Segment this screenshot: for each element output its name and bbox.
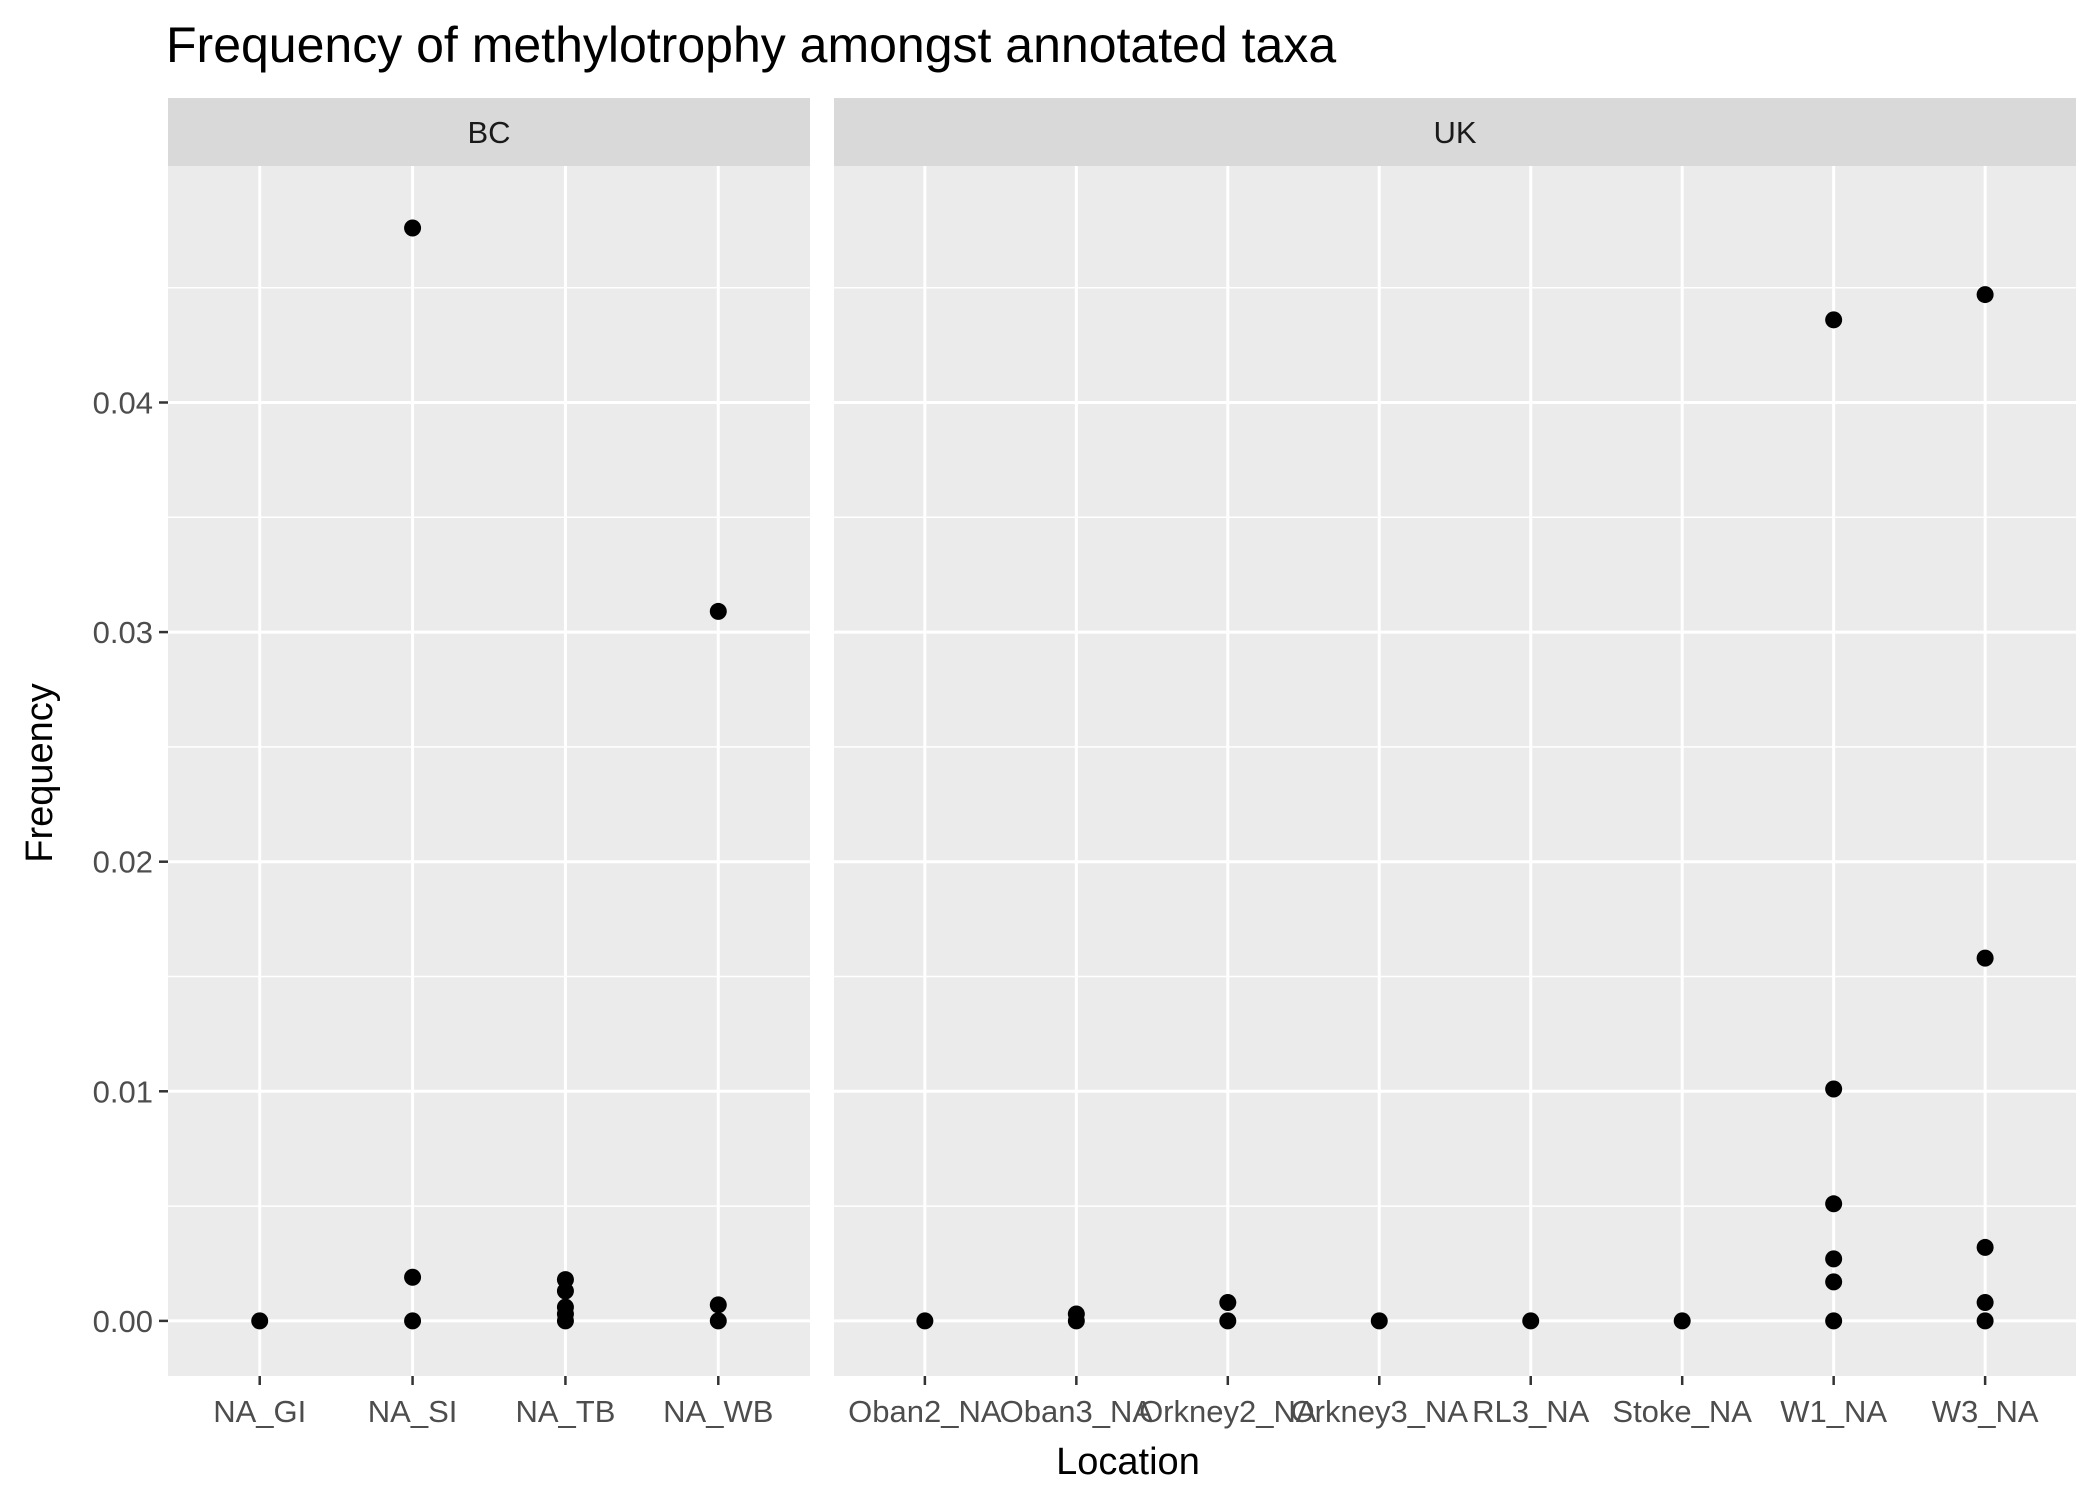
- data-point: [1976, 1238, 1994, 1256]
- y-tick-label: 0.01: [93, 1074, 153, 1109]
- x-tick-label: RL3_NA: [1472, 1394, 1589, 1429]
- data-point: [916, 1312, 934, 1330]
- x-tick-label: W3_NA: [1932, 1394, 2039, 1429]
- data-point: [1825, 1080, 1843, 1098]
- facet-strip-label: UK: [1433, 115, 1476, 150]
- data-point: [1825, 1273, 1843, 1291]
- data-point: [404, 1268, 422, 1286]
- x-tick-label: Stoke_NA: [1612, 1394, 1752, 1429]
- data-point: [404, 1312, 422, 1330]
- data-point: [1825, 1195, 1843, 1213]
- panel-background: [168, 166, 810, 1376]
- data-point: [1825, 1312, 1843, 1330]
- data-point: [1976, 286, 1994, 304]
- data-point: [1976, 949, 1994, 967]
- panel-background: [834, 166, 2076, 1376]
- data-point: [251, 1312, 269, 1330]
- y-tick-label: 0.03: [93, 615, 153, 650]
- data-point: [1825, 311, 1843, 329]
- data-point: [1673, 1312, 1691, 1330]
- x-tick-label: Orkney2_NA: [1139, 1394, 1317, 1429]
- x-tick-label: W1_NA: [1780, 1394, 1887, 1429]
- x-tick-label: Orkney3_NA: [1291, 1394, 1469, 1429]
- data-point: [1825, 1250, 1843, 1268]
- data-point: [1976, 1294, 1994, 1312]
- data-point: [709, 1312, 727, 1330]
- data-point: [1219, 1312, 1237, 1330]
- x-tick-label: NA_TB: [515, 1394, 615, 1429]
- x-tick-label: Oban3_NA: [1000, 1394, 1154, 1429]
- data-point: [556, 1282, 574, 1300]
- chart-title: Frequency of methylotrophy amongst annot…: [166, 17, 1336, 73]
- data-point: [1522, 1312, 1540, 1330]
- y-axis-title: Frequency: [19, 683, 61, 863]
- x-axis-title: Location: [1056, 1441, 1200, 1483]
- facet-strip: [834, 98, 2076, 166]
- data-point: [1067, 1312, 1085, 1330]
- y-tick-label: 0.02: [93, 845, 153, 880]
- y-tick-label: 0.04: [93, 385, 153, 420]
- data-point: [1370, 1312, 1388, 1330]
- facet-strip-label: BC: [467, 115, 510, 150]
- data-point: [709, 602, 727, 620]
- x-tick-label: NA_WB: [663, 1394, 773, 1429]
- data-point: [404, 219, 422, 237]
- data-point: [1976, 1312, 1994, 1330]
- data-point: [1219, 1294, 1237, 1312]
- x-tick-label: NA_GI: [213, 1394, 306, 1429]
- data-point: [709, 1296, 727, 1314]
- plot-area: BC NA_GI NA_SI NA_TB NA_WB 0.00 0.01 0.02 0.03 0.…: [93, 98, 2076, 1429]
- data-point: [556, 1312, 574, 1330]
- y-tick-label: 0.00: [93, 1304, 153, 1339]
- x-tick-label: NA_SI: [368, 1394, 458, 1429]
- facet-strip: [168, 98, 810, 166]
- x-tick-label: Oban2_NA: [848, 1394, 1002, 1429]
